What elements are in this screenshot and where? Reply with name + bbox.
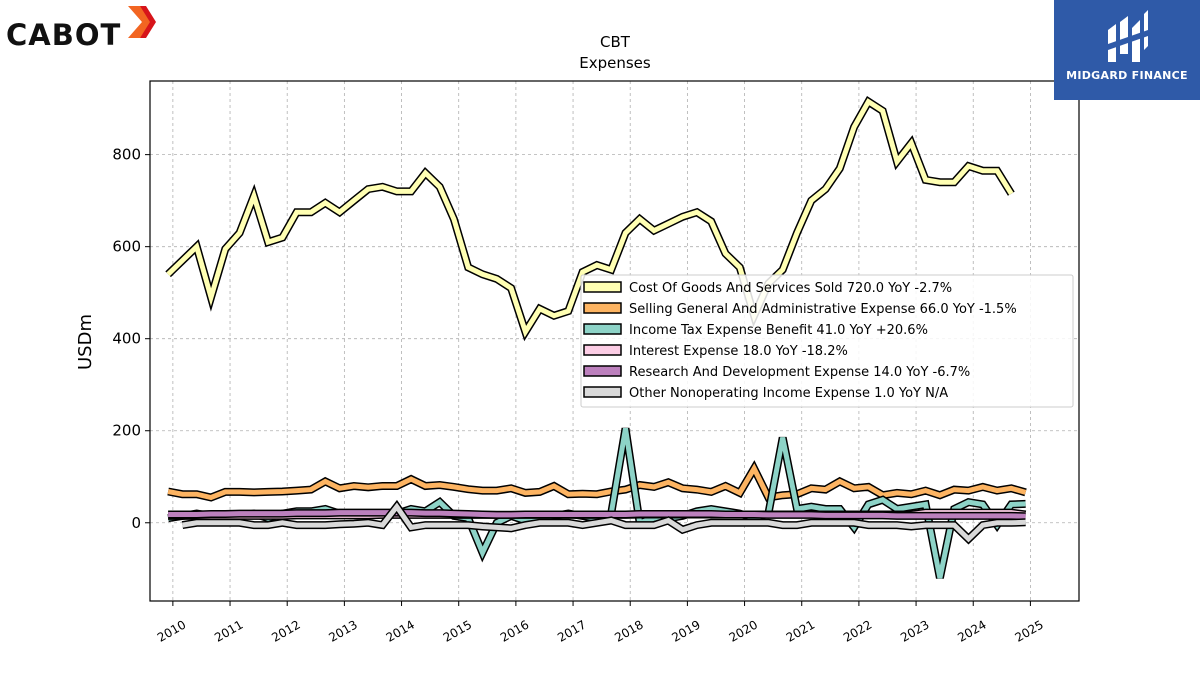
series-line-income-tax-expense-benefit xyxy=(167,427,1026,579)
legend-entry: Research And Development Expense 14.0 Yo… xyxy=(629,365,970,380)
cabot-logo-text: CABOT xyxy=(6,18,122,52)
legend-box xyxy=(580,274,1074,408)
x-tick-label: 2012 xyxy=(269,617,302,644)
midgard-logo-text: MIDGARD FINANCE xyxy=(1066,69,1188,82)
chart-subtitle: Expenses xyxy=(579,54,651,72)
x-axis: 2010 2011 2012 2013 2014 2015 2016 2017 2018 2019… xyxy=(155,601,1046,645)
series-group xyxy=(165,96,1027,579)
x-tick-label: 2022 xyxy=(841,617,874,644)
series-line-research-and-development-expense xyxy=(168,510,1026,519)
x-tick-label: 2023 xyxy=(898,617,931,644)
midgard-finance-logo: MIDGARD FINANCE xyxy=(1054,0,1200,100)
series-line-selling-general-and-administrative-expense xyxy=(167,463,1027,501)
x-tick-label: 2016 xyxy=(498,617,531,644)
legend-entry: Income Tax Expense Benefit 41.0 YoY +20.… xyxy=(629,323,928,338)
legend-entry: Interest Expense 18.0 YoY -18.2% xyxy=(629,344,848,359)
midgard-monogram-icon xyxy=(1108,10,1148,62)
cabot-chevron-icon xyxy=(128,6,156,38)
x-tick-label: 2020 xyxy=(727,617,760,644)
plot-frame xyxy=(149,80,1080,602)
x-tick-label: 2013 xyxy=(326,617,359,644)
series-line-other-nonoperating-income-expense xyxy=(182,502,1026,543)
x-tick-label: 2024 xyxy=(955,617,988,644)
legend-entry: Selling General And Administrative Expen… xyxy=(629,302,1017,317)
x-tick-label: 2019 xyxy=(669,617,702,644)
legend-swatch xyxy=(583,281,622,293)
y-tick-label: 800 xyxy=(112,146,141,164)
y-axis: 0 200 400 600 800 xyxy=(112,146,150,532)
y-tick-label: 600 xyxy=(112,238,141,256)
legend: Cost Of Goods And Services Sold 720.0 Yo… xyxy=(580,274,1074,408)
x-tick-label: 2010 xyxy=(155,617,188,644)
x-tick-label: 2025 xyxy=(1012,617,1045,644)
series-line-outline-income-tax-expense-benefit xyxy=(167,427,1026,579)
series-line-cost-of-goods-and-services-sold xyxy=(166,98,1014,338)
legend-swatch xyxy=(583,302,622,314)
legend-swatch xyxy=(583,365,622,377)
legend-swatch xyxy=(583,344,622,356)
legend-swatch xyxy=(583,323,622,335)
y-tick-label: 200 xyxy=(112,422,141,440)
x-tick-label: 2015 xyxy=(441,617,474,644)
legend-entry: Other Nonoperating Income Expense 1.0 Yo… xyxy=(629,386,948,401)
x-tick-label: 2017 xyxy=(555,617,588,644)
chart-title: CBT xyxy=(600,33,631,51)
y-tick-label: 400 xyxy=(112,330,141,348)
cabot-logo: CABOT xyxy=(6,6,158,52)
legend-entry: Cost Of Goods And Services Sold 720.0 Yo… xyxy=(629,281,952,296)
x-tick-label: 2018 xyxy=(612,617,645,644)
x-tick-label: 2011 xyxy=(212,617,245,644)
y-axis-label: USDm xyxy=(75,314,96,370)
x-tick-label: 2014 xyxy=(384,617,417,644)
legend-swatch xyxy=(583,386,622,398)
x-tick-label: 2021 xyxy=(784,617,817,644)
y-tick-label: 0 xyxy=(131,514,141,532)
